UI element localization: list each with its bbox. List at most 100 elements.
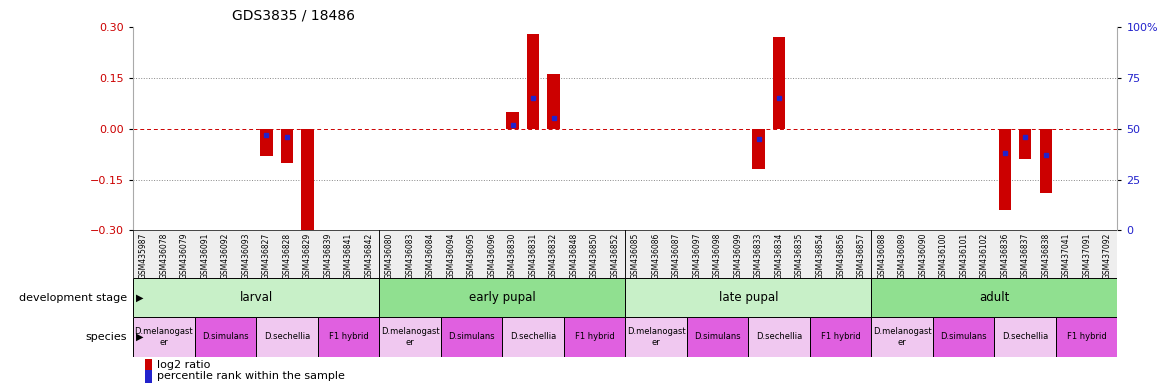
Text: GSM436857: GSM436857 (857, 233, 866, 279)
Bar (317, 317, 380, 357)
Text: larval: larval (240, 291, 273, 304)
Bar (772, 37, 785, 129)
Bar (871, 317, 933, 357)
Text: GSM436850: GSM436850 (591, 233, 599, 279)
Bar (145, 359, 152, 371)
Bar (871, 278, 1117, 317)
Text: GSM436854: GSM436854 (815, 233, 824, 279)
Text: GSM436842: GSM436842 (365, 233, 374, 279)
Text: GSM436096: GSM436096 (488, 233, 497, 279)
Text: D.melanogast
er: D.melanogast er (134, 327, 193, 347)
Text: ▶: ▶ (135, 293, 142, 303)
Text: GSM436832: GSM436832 (549, 233, 558, 279)
Text: GSM436090: GSM436090 (918, 233, 928, 279)
Text: D.simulans: D.simulans (695, 333, 741, 341)
Text: GSM436094: GSM436094 (447, 233, 455, 279)
Text: percentile rank within the sample: percentile rank within the sample (157, 371, 345, 381)
Bar (256, 317, 317, 357)
Bar (687, 317, 748, 357)
Text: D.simulans: D.simulans (940, 333, 987, 341)
Text: early pupal: early pupal (469, 291, 536, 304)
Bar (145, 371, 152, 382)
Text: GSM436083: GSM436083 (405, 233, 415, 279)
Bar (195, 317, 256, 357)
Text: GSM436101: GSM436101 (959, 233, 968, 279)
Text: GDS3835 / 18486: GDS3835 / 18486 (232, 9, 354, 23)
Text: ▶: ▶ (135, 332, 142, 342)
Text: GSM436078: GSM436078 (160, 233, 168, 279)
Text: GSM436089: GSM436089 (897, 233, 907, 279)
Text: GSM436831: GSM436831 (528, 233, 537, 279)
Text: GSM436088: GSM436088 (877, 233, 886, 279)
Bar (995, 317, 1056, 357)
Text: GSM436841: GSM436841 (344, 233, 353, 279)
Bar (380, 230, 625, 278)
Bar (280, 129, 293, 162)
Text: GSM436827: GSM436827 (262, 233, 271, 279)
Bar (503, 317, 564, 357)
Text: D.melanogast
er: D.melanogast er (381, 327, 439, 347)
Bar (809, 317, 871, 357)
Text: F1 hybrid: F1 hybrid (329, 333, 368, 341)
Bar (506, 112, 519, 129)
Bar (261, 129, 272, 156)
Text: GSM436080: GSM436080 (384, 233, 394, 279)
Text: GSM436091: GSM436091 (200, 233, 210, 279)
Text: GSM436835: GSM436835 (796, 233, 804, 279)
Text: GSM436838: GSM436838 (1041, 233, 1050, 279)
Text: GSM436086: GSM436086 (652, 233, 660, 279)
Text: GSM437092: GSM437092 (1102, 233, 1112, 279)
Bar (133, 278, 380, 317)
Bar (933, 317, 995, 357)
Text: GSM436102: GSM436102 (980, 233, 989, 279)
Text: GSM436100: GSM436100 (939, 233, 947, 279)
Text: GSM436828: GSM436828 (283, 233, 292, 279)
Bar (527, 34, 540, 129)
Text: GSM436839: GSM436839 (323, 233, 332, 279)
Bar (748, 317, 809, 357)
Text: GSM436834: GSM436834 (775, 233, 784, 279)
Text: GSM436095: GSM436095 (467, 233, 476, 279)
Text: F1 hybrid: F1 hybrid (1067, 333, 1107, 341)
Text: GSM436097: GSM436097 (692, 233, 702, 279)
Bar (133, 317, 195, 357)
Text: D.melanogast
er: D.melanogast er (873, 327, 931, 347)
Bar (548, 74, 559, 129)
Text: GSM436092: GSM436092 (221, 233, 230, 279)
Bar (380, 317, 441, 357)
Text: F1 hybrid: F1 hybrid (574, 333, 615, 341)
Text: GSM436852: GSM436852 (610, 233, 620, 279)
Bar (625, 230, 871, 278)
Text: D.simulans: D.simulans (448, 333, 494, 341)
Text: development stage: development stage (20, 293, 127, 303)
Bar (625, 278, 871, 317)
Bar (753, 129, 764, 169)
Text: GSM436099: GSM436099 (734, 233, 742, 279)
Bar (441, 317, 503, 357)
Bar (564, 317, 625, 357)
Text: D.sechellia: D.sechellia (264, 333, 310, 341)
Bar (1019, 129, 1032, 159)
Bar (625, 317, 687, 357)
Text: D.sechellia: D.sechellia (756, 333, 802, 341)
Bar (871, 230, 1117, 278)
Text: species: species (86, 332, 127, 342)
Text: GSM436085: GSM436085 (631, 233, 640, 279)
Text: D.melanogast
er: D.melanogast er (626, 327, 686, 347)
Bar (301, 129, 314, 230)
Text: GSM436087: GSM436087 (672, 233, 681, 279)
Text: GSM436856: GSM436856 (836, 233, 845, 279)
Text: adult: adult (980, 291, 1010, 304)
Text: GSM435987: GSM435987 (139, 233, 148, 279)
Text: late pupal: late pupal (719, 291, 778, 304)
Bar (1040, 129, 1051, 193)
Bar (1056, 317, 1117, 357)
Text: D.sechellia: D.sechellia (510, 333, 556, 341)
Bar (998, 129, 1011, 210)
Text: GSM436829: GSM436829 (303, 233, 312, 279)
Text: GSM436848: GSM436848 (570, 233, 579, 279)
Text: GSM436093: GSM436093 (242, 233, 250, 279)
Text: GSM436079: GSM436079 (179, 233, 189, 279)
Text: D.sechellia: D.sechellia (1002, 333, 1048, 341)
Text: GSM436833: GSM436833 (754, 233, 763, 279)
